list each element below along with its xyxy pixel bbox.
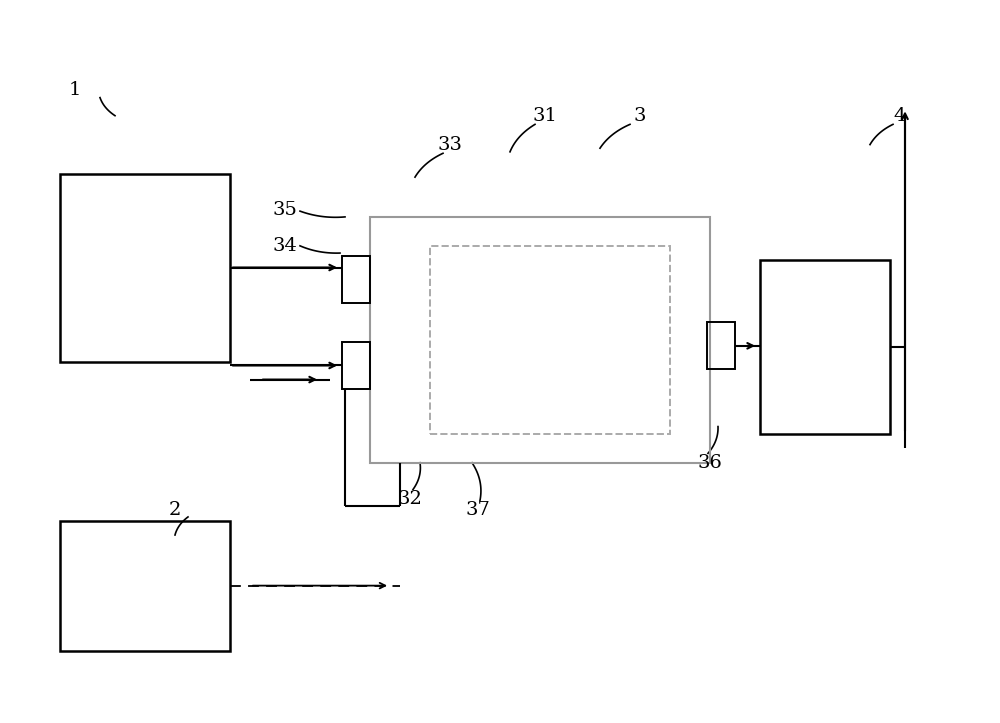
Text: 37: 37 <box>466 501 490 518</box>
Text: 33: 33 <box>438 136 462 153</box>
Bar <box>342 342 370 389</box>
Bar <box>370 217 710 463</box>
Text: 34: 34 <box>273 237 297 254</box>
Text: 1: 1 <box>69 82 81 99</box>
Bar <box>430 246 670 434</box>
Text: 36: 36 <box>698 454 722 471</box>
Bar <box>60 521 230 651</box>
Bar <box>342 256 370 303</box>
Text: 31: 31 <box>533 107 557 124</box>
Text: 2: 2 <box>169 501 181 518</box>
Text: 4: 4 <box>894 107 906 124</box>
Bar <box>760 260 890 434</box>
Text: 32: 32 <box>398 490 422 508</box>
Bar <box>60 174 230 362</box>
Bar <box>707 322 735 369</box>
Text: 3: 3 <box>634 107 646 124</box>
Text: 35: 35 <box>273 201 297 218</box>
